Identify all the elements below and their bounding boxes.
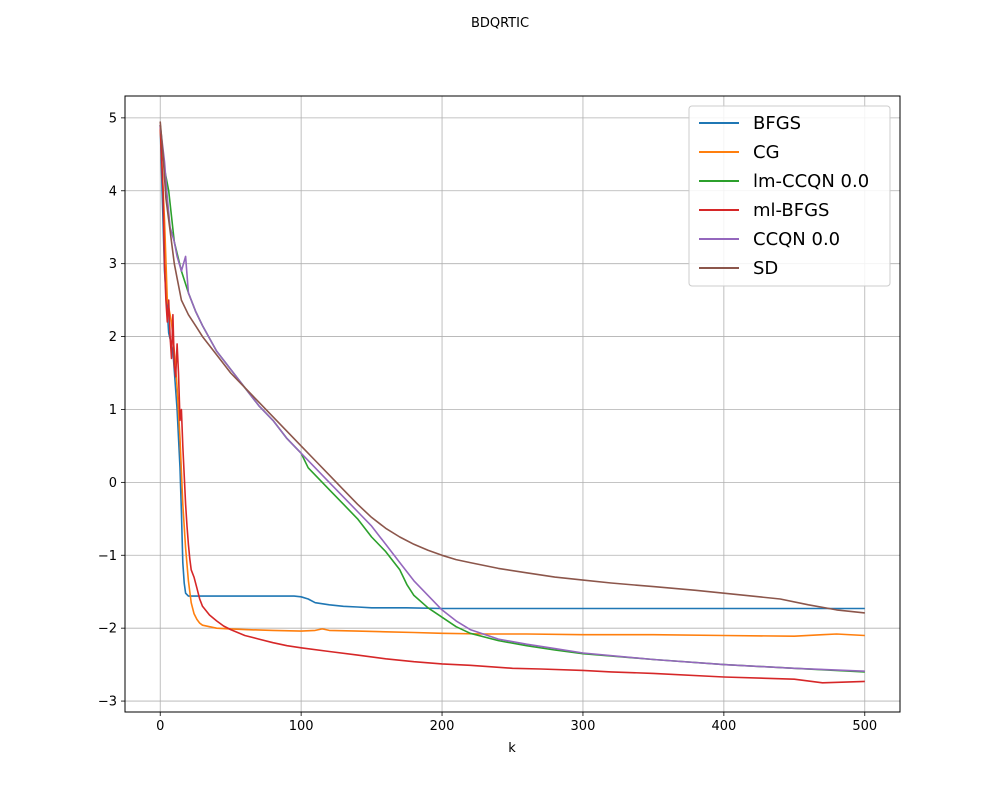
x-tick-label: 100 xyxy=(289,719,314,734)
series-line xyxy=(159,125,865,684)
plot-frame xyxy=(124,95,901,713)
legend-label: BFGS xyxy=(753,113,801,134)
legend-label: lm-CCQN 0.0 xyxy=(753,171,869,192)
series-line xyxy=(159,125,865,610)
y-tick-label: 1 xyxy=(109,403,117,418)
y-tick-label: 3 xyxy=(109,257,117,272)
y-tick-label: −1 xyxy=(98,549,117,564)
x-axis-label: k xyxy=(508,741,516,756)
y-tick-label: −3 xyxy=(98,695,117,710)
y-tick-label: 5 xyxy=(109,111,117,126)
legend-label: SD xyxy=(753,258,778,279)
x-tick-label: 300 xyxy=(571,719,596,734)
grid-layer xyxy=(125,96,900,712)
x-tick-label: 200 xyxy=(430,719,455,734)
legend-label: CCQN 0.0 xyxy=(753,229,840,250)
y-tick-label: −2 xyxy=(98,622,117,637)
y-tick-label: 4 xyxy=(109,184,117,199)
x-tick-label: 0 xyxy=(156,719,164,734)
series-line xyxy=(159,121,865,614)
legend-label: ml-BFGS xyxy=(753,200,829,221)
x-tick-label: 400 xyxy=(711,719,736,734)
x-tick-label: 500 xyxy=(852,719,877,734)
legend: BFGS CG lm-CCQN 0.0 ml-BFGS CCQN 0.0 SD xyxy=(688,105,891,287)
series-line xyxy=(159,125,865,638)
legend-box xyxy=(688,105,891,287)
series-layer xyxy=(159,121,865,684)
y-tick-label: 0 xyxy=(109,476,117,491)
series-line xyxy=(159,125,865,672)
y-tick-label: 2 xyxy=(109,330,117,345)
legend-label: CG xyxy=(753,142,780,163)
chart-title: BDQRTIC xyxy=(471,16,529,31)
tick-layer: 0 100 200 300 400 500 −3 −2 −1 0 1 2 3 4 5 xyxy=(98,111,877,734)
